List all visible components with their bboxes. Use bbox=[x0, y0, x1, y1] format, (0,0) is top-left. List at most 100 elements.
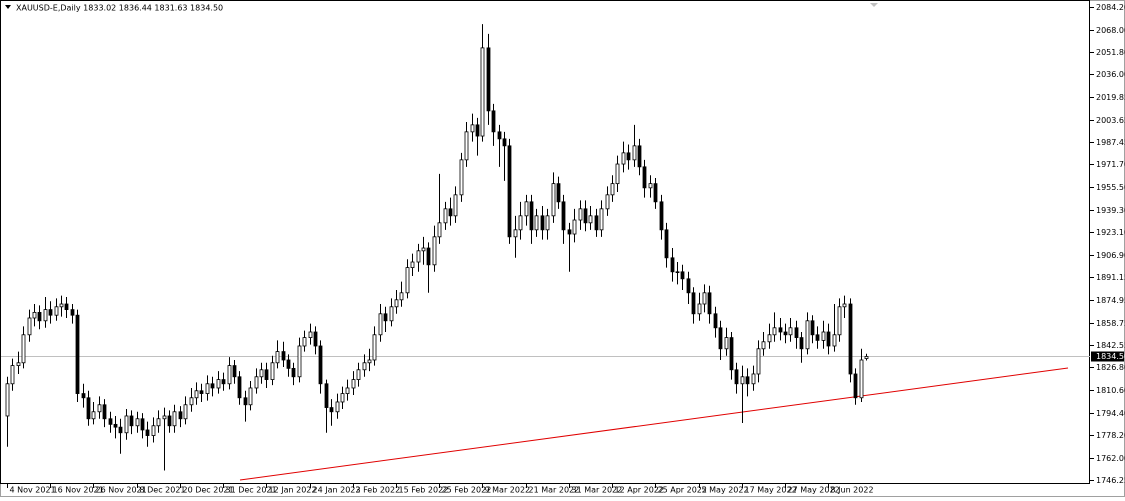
candle-body bbox=[135, 418, 140, 427]
y-tick-label: 1971.70 bbox=[1096, 160, 1125, 169]
candle-body bbox=[583, 208, 588, 224]
candle-body bbox=[615, 163, 620, 185]
candle-body bbox=[367, 359, 372, 364]
candle-body bbox=[27, 317, 32, 336]
y-tick-label: 1842.55 bbox=[1096, 341, 1125, 350]
y-tick-label: 1858.75 bbox=[1096, 319, 1125, 328]
x-tick-label: 20 Dec 2021 bbox=[183, 486, 234, 495]
candle-body bbox=[642, 166, 647, 189]
candle-body bbox=[10, 365, 15, 385]
candle-body bbox=[91, 411, 96, 420]
candle-body bbox=[524, 201, 529, 217]
candle-body bbox=[529, 201, 534, 231]
x-tick-label: 17 May 2022 bbox=[745, 486, 797, 495]
shift-marker bbox=[870, 3, 878, 7]
candle-body bbox=[545, 215, 550, 231]
candle-body bbox=[686, 278, 691, 294]
candle-body bbox=[270, 362, 275, 380]
candle-body bbox=[578, 208, 583, 221]
candle-body bbox=[259, 369, 264, 378]
candle-body bbox=[362, 362, 367, 371]
candle-body bbox=[626, 152, 631, 161]
candle-body bbox=[405, 267, 410, 294]
candle-body bbox=[172, 411, 177, 427]
candle-body bbox=[356, 369, 361, 380]
candle-body bbox=[648, 183, 653, 189]
candle-body bbox=[48, 309, 53, 316]
candle-body bbox=[335, 401, 340, 413]
y-tick-label: 1939.30 bbox=[1096, 206, 1125, 215]
candle-body bbox=[864, 356, 869, 359]
candle-body bbox=[551, 183, 556, 217]
candle-body bbox=[778, 327, 783, 333]
plot-frame bbox=[0, 0, 1090, 484]
candle-body bbox=[183, 404, 188, 420]
candle-body bbox=[702, 292, 707, 305]
candle-body bbox=[767, 334, 772, 343]
candle-body bbox=[632, 145, 637, 161]
candle-body bbox=[783, 331, 788, 336]
candle-body bbox=[637, 145, 642, 168]
candle-body bbox=[491, 110, 496, 133]
x-tick-label: 31 Dec 2021 bbox=[226, 486, 277, 495]
x-tick-label: 8 Dec 2021 bbox=[140, 486, 186, 495]
candle-body bbox=[32, 311, 37, 319]
candle-body bbox=[237, 376, 242, 399]
candle-body bbox=[670, 257, 675, 273]
candle-body bbox=[102, 404, 107, 420]
y-tick-label: 1891.15 bbox=[1096, 273, 1125, 282]
last-price-label: 1834.50 bbox=[1096, 352, 1125, 361]
candle-body bbox=[621, 152, 626, 165]
y-tick-label: 1778.20 bbox=[1096, 431, 1125, 440]
candle-body bbox=[394, 299, 399, 308]
candle-body bbox=[21, 334, 26, 364]
candle-body bbox=[859, 359, 864, 399]
candle-body bbox=[729, 337, 734, 371]
y-tick-label: 1810.60 bbox=[1096, 386, 1125, 395]
candle-body bbox=[248, 387, 253, 406]
candle-body bbox=[518, 215, 523, 231]
candle-body bbox=[399, 292, 404, 301]
candle-body bbox=[697, 303, 702, 315]
candle-body bbox=[815, 334, 820, 341]
x-tick-label: 5 May 2022 bbox=[702, 486, 749, 495]
x-tick-label: 12 Jan 2022 bbox=[269, 486, 317, 495]
candle-body bbox=[59, 303, 64, 308]
menu-arrow[interactable] bbox=[5, 5, 11, 9]
candle-body bbox=[707, 292, 712, 315]
candle-body bbox=[151, 425, 156, 436]
candle-body bbox=[470, 124, 475, 133]
candle-body bbox=[416, 250, 421, 263]
candle-body bbox=[324, 383, 329, 408]
candle-body bbox=[513, 229, 518, 238]
candle-body bbox=[410, 261, 415, 269]
candle-body bbox=[588, 215, 593, 224]
candle-body bbox=[605, 194, 610, 210]
x-tick-label: 9 Mar 2022 bbox=[485, 486, 531, 495]
y-tick-label: 2019.85 bbox=[1096, 93, 1125, 102]
candle-body bbox=[302, 337, 307, 347]
trend-line[interactable] bbox=[239, 367, 1069, 481]
candle-body bbox=[848, 303, 853, 375]
y-tick-label: 1794.40 bbox=[1096, 409, 1125, 418]
candle-body bbox=[772, 327, 777, 336]
candle-body bbox=[345, 387, 350, 394]
x-tick-label: 4 Nov 2021 bbox=[10, 486, 56, 495]
candle-body bbox=[475, 124, 480, 137]
candle-body bbox=[54, 306, 59, 316]
candle-body bbox=[561, 201, 566, 231]
y-tick-label: 2051.80 bbox=[1096, 48, 1125, 57]
candle-body bbox=[275, 351, 280, 364]
candle-body bbox=[189, 397, 194, 406]
candle-body bbox=[448, 208, 453, 217]
candle-body bbox=[556, 183, 561, 203]
candle-body bbox=[297, 345, 302, 378]
candle-body bbox=[308, 331, 313, 338]
x-tick-label: 3 Feb 2022 bbox=[356, 486, 401, 495]
candle-body bbox=[734, 369, 739, 385]
candle-body bbox=[162, 415, 167, 420]
candle-body bbox=[286, 359, 291, 369]
candle-body bbox=[805, 320, 810, 350]
